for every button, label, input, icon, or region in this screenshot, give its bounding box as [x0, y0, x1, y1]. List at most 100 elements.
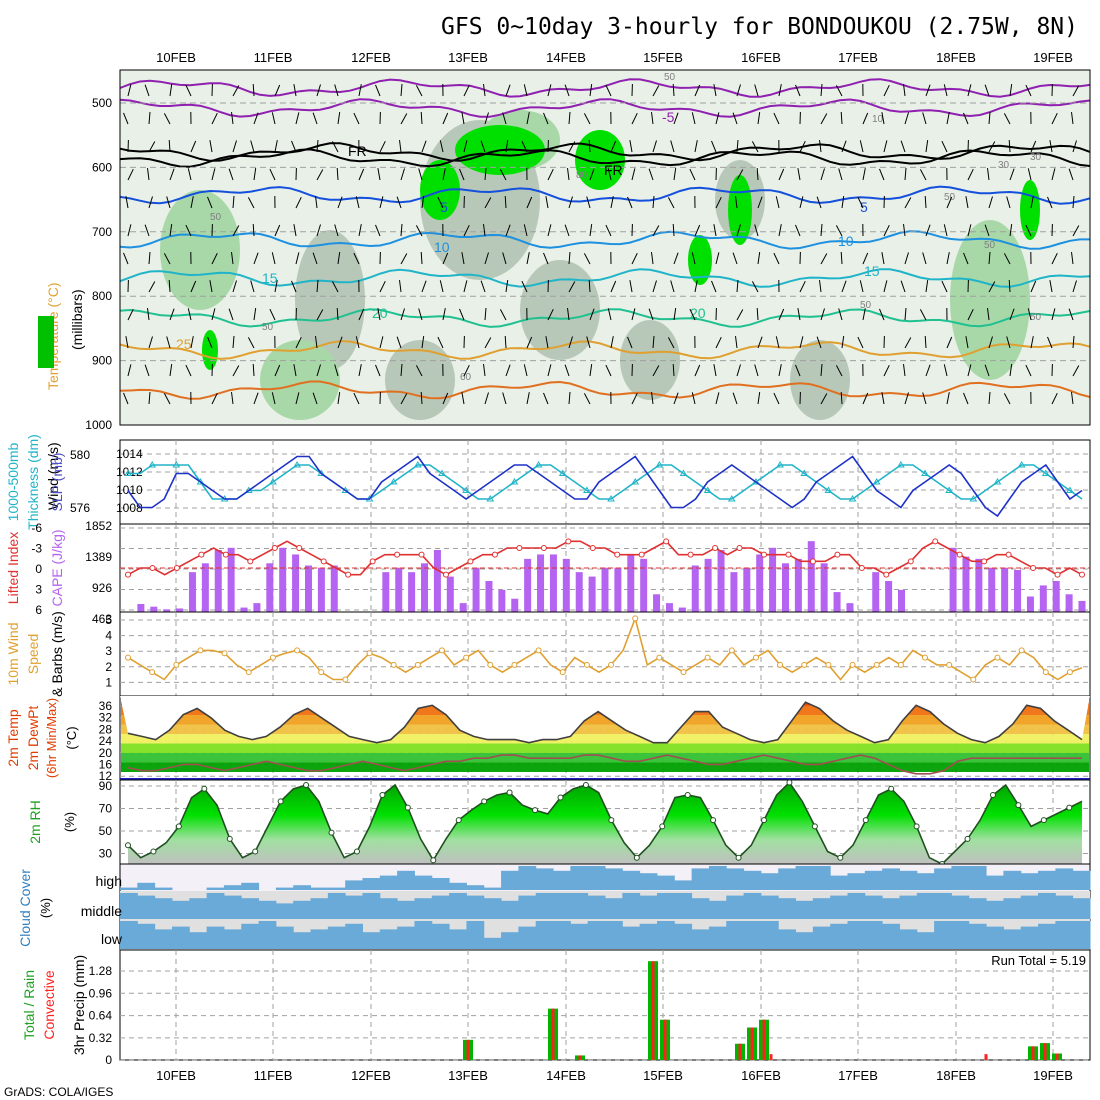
p1-tick-label: 600 [92, 160, 112, 174]
cape-bar [163, 609, 171, 612]
rh-line-point [684, 792, 691, 799]
wind-barb [1051, 308, 1056, 321]
wind-barb [903, 364, 906, 377]
cloud-cell [1020, 873, 1039, 890]
cloud-cell [605, 868, 623, 890]
wind-barb [505, 280, 509, 293]
wind-barb [631, 392, 638, 405]
rh-contour-label: 10 [872, 114, 884, 125]
cloud-cell [795, 866, 814, 890]
p2-left-tick: 576 [70, 501, 90, 515]
wind-barb [820, 253, 828, 265]
wind-barb [797, 308, 801, 321]
wind-barb [672, 223, 675, 237]
cloud-cell [1072, 870, 1091, 890]
wind-barb [835, 365, 843, 377]
cloud-cell [535, 921, 554, 949]
p8-title-3: 3hr Precip (mm) [71, 955, 87, 1055]
wind-barb [1025, 364, 1032, 377]
wind-barb [271, 252, 276, 265]
wind-barb [943, 84, 948, 97]
wind-barb [631, 308, 636, 321]
rh-line-point [1040, 817, 1047, 824]
rh-line-point [862, 817, 869, 824]
cloud-cell [968, 923, 987, 949]
wind-barb [883, 224, 890, 237]
thickness-line-point [583, 486, 591, 493]
wind-barb [627, 196, 633, 209]
temp-band [121, 762, 1089, 772]
p2-title-1-text: 1000-500mb [5, 442, 21, 521]
temp-band [121, 734, 1089, 744]
cloud-cell [1003, 898, 1022, 919]
wind-barb [689, 168, 696, 181]
cloud-cell [310, 898, 329, 919]
p2-title-2-text: Thickness (dm) [25, 434, 41, 530]
wind-barb [502, 112, 507, 125]
cloud-cell [397, 900, 415, 919]
date-label-top: 12FEB [351, 50, 391, 65]
wind-barb [502, 252, 507, 265]
temp-band [121, 715, 1089, 725]
thickness-line-point [1041, 469, 1050, 476]
wind-barb [190, 140, 197, 153]
p2-right-tick: 1012 [116, 465, 143, 479]
cloud-cell [258, 900, 277, 919]
wind-barb [610, 140, 617, 153]
precip-conv-bar [1055, 1053, 1059, 1060]
cloud-cell [1072, 898, 1091, 919]
wind-barb [816, 336, 822, 349]
precip-conv-bar [466, 1039, 470, 1060]
wind-barb [247, 337, 255, 349]
cloud-cell [293, 932, 312, 949]
li-line-point [173, 565, 180, 571]
wind-barb [862, 308, 866, 321]
wind-barb [629, 280, 633, 293]
rh-contour-label: 50 [1030, 312, 1042, 323]
li-line-point [761, 551, 767, 558]
wind-barb [1068, 168, 1074, 181]
p5-tick-label: 28 [99, 722, 113, 736]
cape-bar [1052, 581, 1060, 612]
wind-barb [169, 308, 175, 321]
thickness-line-point [848, 495, 857, 502]
wind-barb [924, 195, 927, 209]
cloud-cell [189, 932, 208, 949]
wind-barb [168, 279, 171, 293]
wind-barb [209, 140, 213, 153]
cloud-cell [154, 887, 173, 890]
rh-line-point [989, 792, 996, 799]
wind-barb [652, 225, 660, 237]
cloud-cell [553, 921, 571, 949]
cloud-cell [726, 921, 745, 949]
wind-barb [355, 336, 360, 349]
wind-barb [166, 196, 171, 209]
cloud-cell [137, 882, 156, 890]
temp-contour [119, 148, 1091, 168]
wind-barb [334, 84, 339, 97]
wind-barb [123, 392, 129, 405]
date-label-top: 13FEB [448, 50, 488, 65]
wind-barb [667, 197, 675, 209]
wind-barb [421, 336, 425, 349]
wind-barb [228, 168, 234, 181]
wind-barb [1072, 85, 1080, 97]
cloud-cell [1055, 868, 1074, 890]
wind-barb [185, 84, 192, 97]
rh-line-point [252, 848, 259, 855]
cloud-cell [812, 866, 831, 890]
cloud-cell [1038, 893, 1056, 919]
cloud-cell [899, 929, 918, 949]
p7-title-1-text: Cloud Cover [17, 869, 33, 947]
wind-barb [732, 112, 738, 125]
precip-conv-bar [551, 1008, 555, 1060]
wind-barb [331, 281, 339, 293]
cape-bar [472, 567, 480, 612]
cloud-cell [397, 870, 415, 890]
p5-title-2: 2m DewPt [25, 706, 41, 771]
cloud-cell [327, 926, 346, 949]
thickness-line-point [486, 495, 495, 502]
cloud-cell [951, 866, 970, 890]
wind-barb [795, 84, 801, 97]
cape-bar [640, 558, 648, 612]
